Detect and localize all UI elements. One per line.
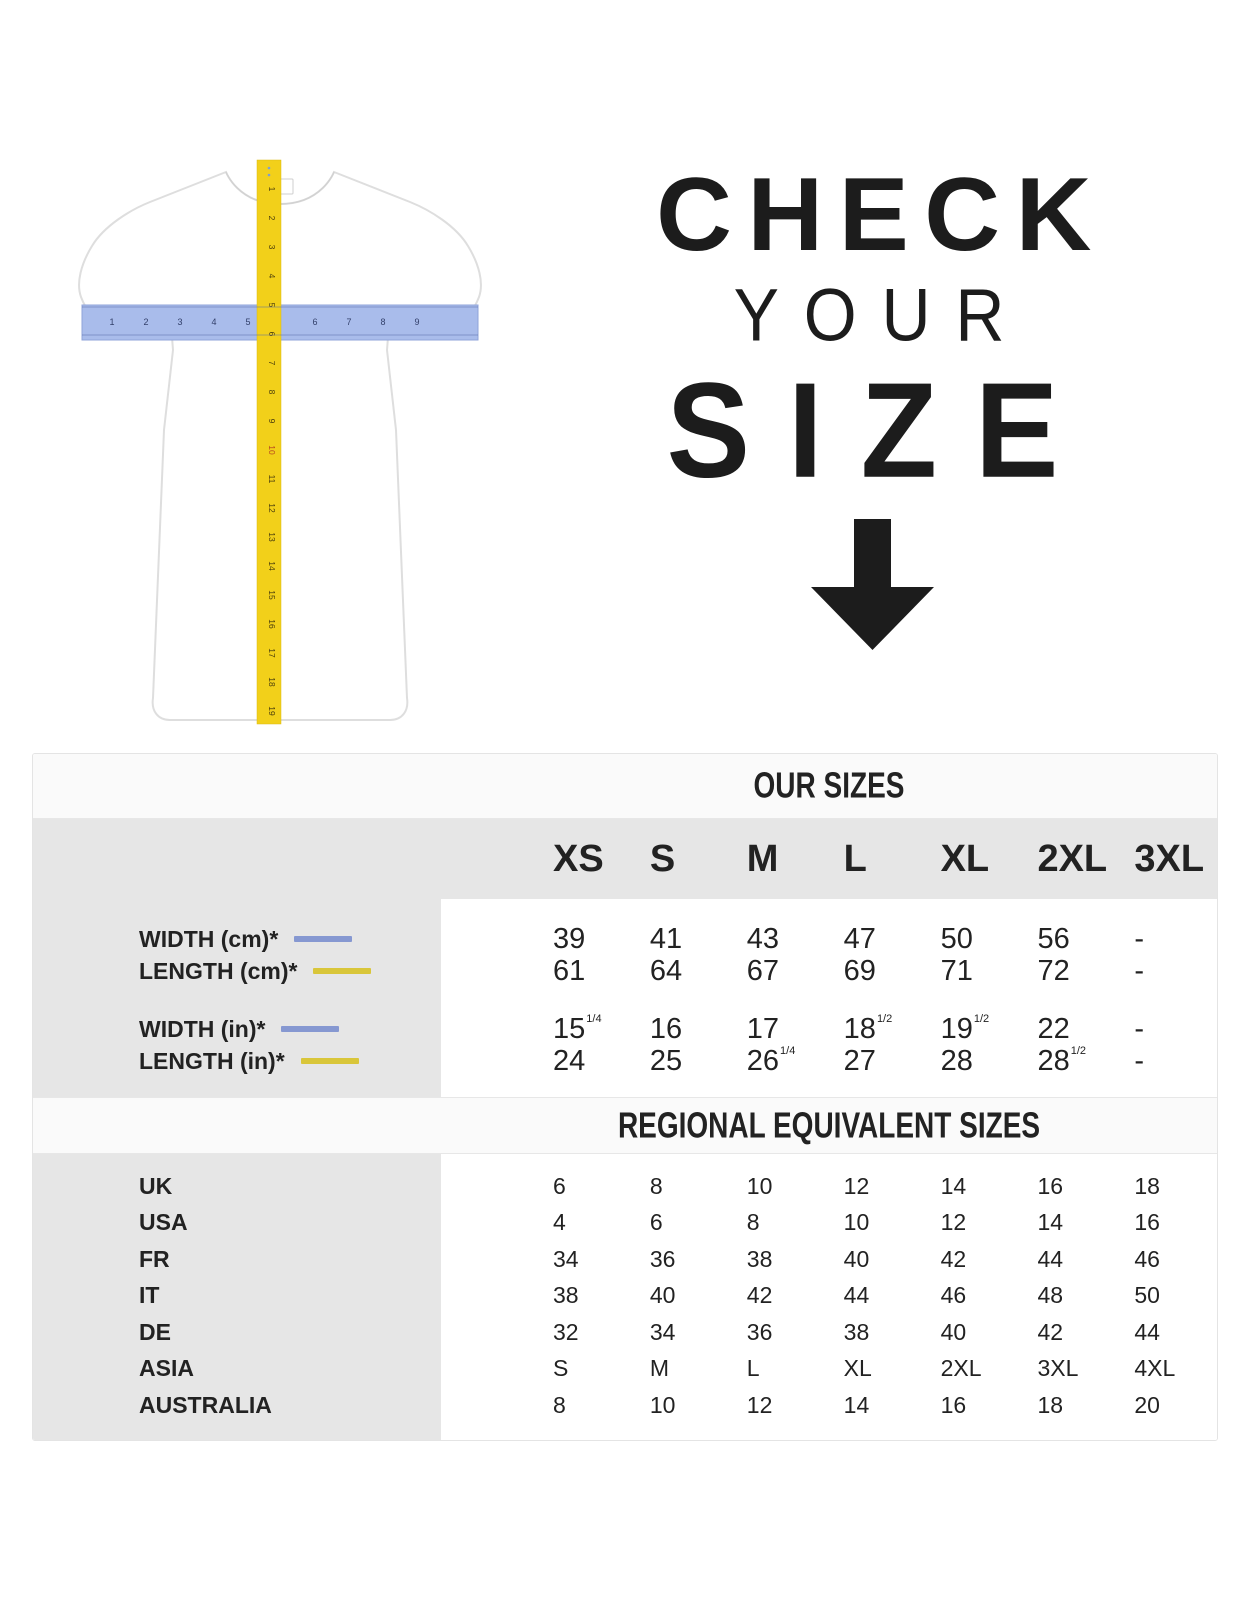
svg-text:3: 3	[177, 317, 182, 327]
svg-text:17: 17	[267, 648, 277, 658]
svg-text:9: 9	[267, 419, 277, 424]
svg-text:16: 16	[267, 619, 277, 629]
svg-text:14: 14	[267, 561, 277, 571]
svg-text:12: 12	[267, 503, 277, 513]
svg-text:5: 5	[245, 317, 250, 327]
svg-text:3: 3	[267, 245, 277, 250]
svg-text:18: 18	[267, 677, 277, 687]
svg-text:6: 6	[312, 317, 317, 327]
svg-text:10: 10	[267, 445, 277, 455]
svg-text:1: 1	[267, 187, 277, 192]
svg-text:8: 8	[267, 390, 277, 395]
svg-text:9: 9	[414, 317, 419, 327]
svg-text:19: 19	[267, 706, 277, 716]
svg-text:7: 7	[346, 317, 351, 327]
svg-text:13: 13	[267, 532, 277, 542]
svg-text:15: 15	[267, 590, 277, 600]
svg-text:2: 2	[143, 317, 148, 327]
svg-text:7: 7	[267, 361, 277, 366]
svg-text:4: 4	[267, 274, 277, 279]
svg-text:8: 8	[380, 317, 385, 327]
svg-text:6: 6	[267, 332, 277, 337]
svg-text:11: 11	[267, 475, 277, 484]
svg-text:2: 2	[267, 216, 277, 221]
svg-text:4: 4	[211, 317, 216, 327]
svg-text:1: 1	[109, 317, 114, 327]
